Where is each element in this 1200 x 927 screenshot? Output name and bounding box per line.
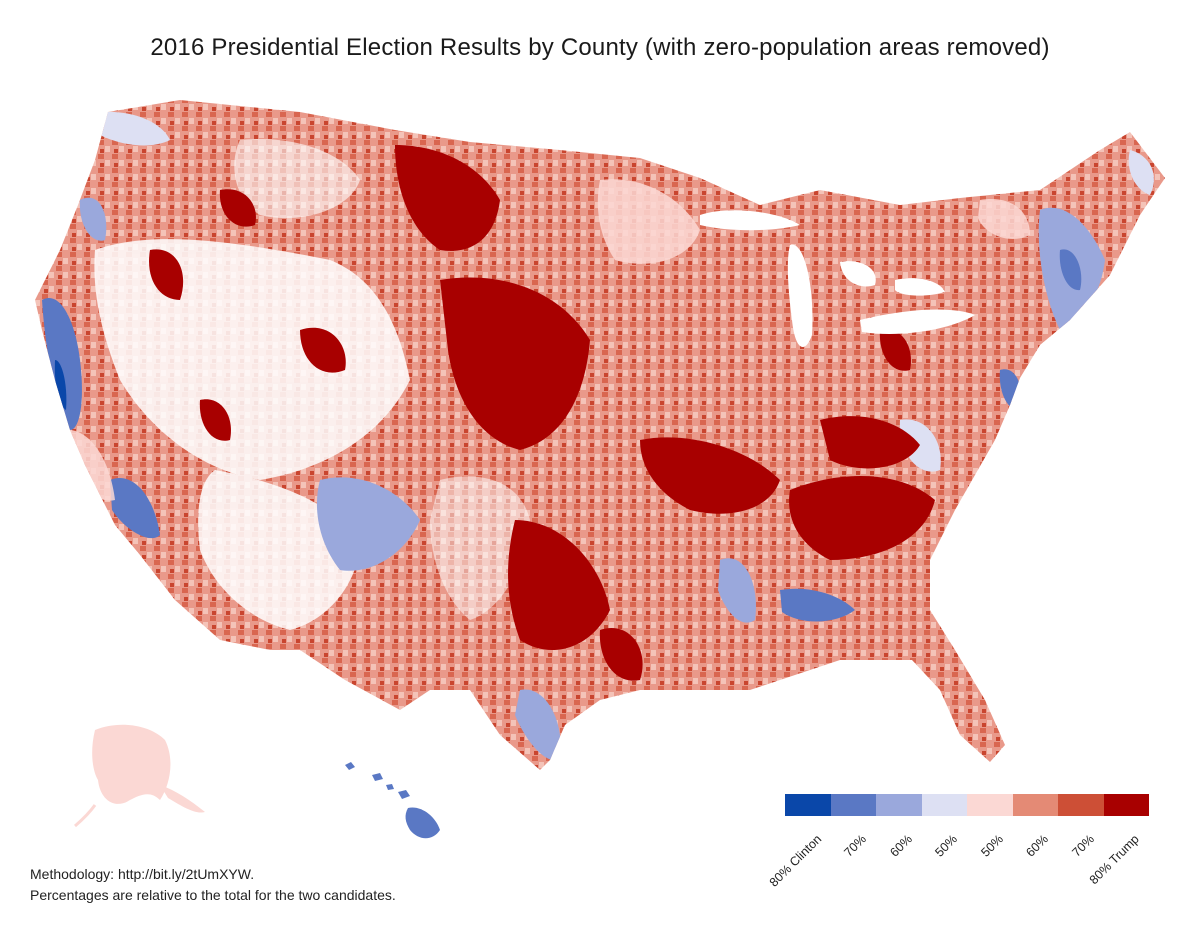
legend-swatch xyxy=(830,794,876,816)
legend-swatch xyxy=(1058,794,1104,816)
trump-strongholds xyxy=(149,145,935,681)
contiguous-us xyxy=(35,100,1165,770)
legend-swatch xyxy=(1103,794,1149,816)
legend-swatch xyxy=(1012,794,1058,816)
legend-swatch xyxy=(785,794,831,816)
legend-swatch xyxy=(921,794,967,816)
methodology-caption: Percentages are relative to the total fo… xyxy=(30,887,396,903)
hawaii xyxy=(345,762,440,839)
alaska xyxy=(74,724,205,828)
color-legend xyxy=(785,794,1150,818)
great-lakes xyxy=(700,210,975,347)
legend-swatches xyxy=(785,794,1149,816)
methodology-note: Methodology: http://bit.ly/2tUmXYW. Perc… xyxy=(30,864,396,906)
map-title: 2016 Presidential Election Results by Co… xyxy=(150,34,1050,61)
legend-swatch xyxy=(967,794,1013,816)
legend-swatch xyxy=(876,794,922,816)
clinton-regions xyxy=(42,111,1154,761)
methodology-link[interactable]: Methodology: http://bit.ly/2tUmXYW. xyxy=(30,866,255,882)
